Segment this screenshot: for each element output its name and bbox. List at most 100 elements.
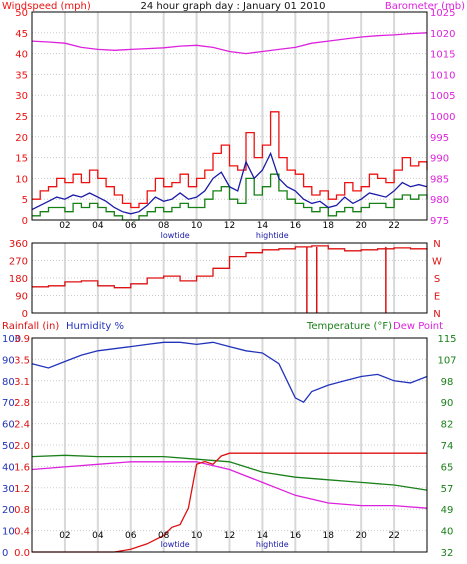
direction-y-tick: 270 bbox=[9, 257, 28, 268]
compass-label: N bbox=[433, 309, 440, 320]
humidity-chart-x-tick: 16 bbox=[290, 531, 302, 541]
wind-chart-tide-label: hightide bbox=[256, 231, 289, 240]
wind-chart-x-tick: 14 bbox=[257, 221, 269, 231]
humidity-chart-x-tick: 18 bbox=[323, 531, 335, 541]
humidity-y-tick: 70 bbox=[2, 398, 15, 409]
rain-y-tick: 2.4 bbox=[14, 420, 30, 431]
wind-y-tick: 20 bbox=[15, 133, 28, 144]
wind-chart-x-tick: 06 bbox=[125, 221, 137, 231]
humidity-y-tick: 100 bbox=[2, 334, 21, 345]
humidity-y-tick: 20 bbox=[2, 505, 15, 516]
rain-y-tick: 1.6 bbox=[14, 462, 30, 473]
temperature-y-tick: 82 bbox=[441, 420, 454, 431]
humidity-y-tick: 90 bbox=[2, 355, 15, 366]
dew-point-series bbox=[31, 461, 428, 509]
baro-y-tick: 1000 bbox=[430, 112, 455, 123]
humidity-series bbox=[31, 341, 428, 404]
wind-y-tick: 25 bbox=[15, 112, 28, 123]
wind-chart-x-tick: 20 bbox=[355, 221, 367, 231]
baro-axis-label: Barometer (mb) bbox=[385, 1, 465, 12]
wind-chart-x-tick: 10 bbox=[191, 221, 203, 231]
compass-label: W bbox=[432, 257, 442, 268]
wind-chart-x-tick: 08 bbox=[158, 221, 170, 231]
direction-y-tick: 180 bbox=[9, 274, 28, 285]
temperature-y-tick: 65 bbox=[441, 462, 454, 473]
rain-y-tick: 0.0 bbox=[14, 548, 30, 559]
rain-series bbox=[32, 452, 427, 553]
temperature-y-tick: 74 bbox=[441, 441, 454, 452]
wind-y-tick: 0 bbox=[22, 216, 28, 227]
baro-y-tick: 990 bbox=[430, 154, 449, 165]
compass-label: S bbox=[434, 274, 440, 285]
temperature-y-tick: 57 bbox=[441, 484, 454, 495]
wind-chart-x-tick: 04 bbox=[92, 221, 104, 231]
wind-chart-x-tick: 16 bbox=[290, 221, 302, 231]
baro-y-tick: 980 bbox=[430, 195, 449, 206]
baro-y-tick: 1005 bbox=[430, 91, 455, 102]
humidity-y-tick: 80 bbox=[2, 377, 15, 388]
wind-y-tick: 30 bbox=[15, 91, 28, 102]
rain-axis-label: Rainfall (in) bbox=[2, 321, 59, 332]
humidity-y-tick: 0 bbox=[2, 548, 8, 559]
baro-y-tick: 1015 bbox=[430, 50, 455, 61]
temperature-y-tick: 98 bbox=[441, 377, 454, 388]
direction-y-tick: 360 bbox=[9, 239, 28, 250]
humidity-chart-tide-label: lowtide bbox=[161, 540, 190, 549]
wind-chart-frame bbox=[31, 11, 428, 221]
wind-y-tick: 40 bbox=[15, 50, 28, 61]
rain-y-tick: 2.0 bbox=[14, 441, 30, 452]
avg-wind-series bbox=[31, 151, 428, 215]
humidity-chart-x-tick: 06 bbox=[125, 531, 137, 541]
wind-axis-label: Windspeed (mph) bbox=[2, 1, 91, 12]
baro-y-tick: 1020 bbox=[430, 29, 455, 40]
wind-chart-x-tick: 18 bbox=[323, 221, 335, 231]
rain-y-tick: 0.8 bbox=[14, 505, 30, 516]
humidity-y-tick: 40 bbox=[2, 462, 15, 473]
rain-y-tick: 3.5 bbox=[14, 355, 30, 366]
temperature-y-tick: 90 bbox=[441, 398, 454, 409]
rain-y-tick: 1.2 bbox=[14, 484, 30, 495]
direction-chart-frame bbox=[31, 242, 428, 314]
wind-chart-tide-label: lowtide bbox=[161, 231, 190, 240]
humidity-chart-x-tick: 14 bbox=[257, 531, 269, 541]
baro-y-tick: 995 bbox=[430, 133, 449, 144]
humidity-chart-x-tick: 22 bbox=[388, 531, 399, 541]
wind-y-tick: 10 bbox=[15, 174, 28, 185]
compass-label: N bbox=[433, 239, 440, 250]
humidity-y-tick: 60 bbox=[2, 420, 15, 431]
temperature-y-tick: 49 bbox=[441, 505, 454, 516]
temperature-series bbox=[31, 454, 428, 491]
humidity-chart-x-tick: 04 bbox=[92, 531, 104, 541]
direction-y-tick: 0 bbox=[22, 309, 28, 320]
wind-y-tick: 5 bbox=[22, 195, 28, 206]
humidity-chart-x-tick: 10 bbox=[191, 531, 203, 541]
humidity-chart-frame bbox=[31, 337, 428, 553]
graph-title: 24 hour graph day : January 01 2010 bbox=[141, 1, 326, 12]
baro-y-tick: 1010 bbox=[430, 70, 455, 81]
wind-y-tick: 35 bbox=[15, 70, 28, 81]
temperature-y-tick: 40 bbox=[441, 527, 454, 538]
rain-y-tick: 0.4 bbox=[14, 527, 30, 538]
humidity-chart-x-tick: 02 bbox=[59, 531, 70, 541]
wind-chart-x-tick: 12 bbox=[224, 221, 235, 231]
humidity-y-tick: 30 bbox=[2, 484, 15, 495]
rain-y-tick: 3.9 bbox=[14, 334, 30, 345]
baro-y-tick: 985 bbox=[430, 174, 449, 185]
wind-y-tick: 15 bbox=[15, 154, 28, 165]
baro-y-tick: 1025 bbox=[430, 8, 455, 19]
humidity-axis-label: Humidity % bbox=[66, 321, 124, 332]
temperature-y-tick: 32 bbox=[441, 548, 454, 559]
baro-series bbox=[31, 32, 428, 55]
compass-label: E bbox=[434, 292, 440, 303]
dew-point-axis-label: Dew Point bbox=[393, 321, 443, 332]
gust-series bbox=[32, 111, 428, 209]
humidity-chart-tide-label: hightide bbox=[256, 540, 289, 549]
humidity-chart-x-tick: 20 bbox=[355, 531, 367, 541]
humidity-y-tick: 50 bbox=[2, 441, 15, 452]
temperature-y-tick: 115 bbox=[437, 334, 456, 345]
wind-chart-x-tick: 22 bbox=[388, 221, 399, 231]
humidity-y-tick: 10 bbox=[2, 527, 15, 538]
wind-chart-x-tick: 02 bbox=[59, 221, 70, 231]
